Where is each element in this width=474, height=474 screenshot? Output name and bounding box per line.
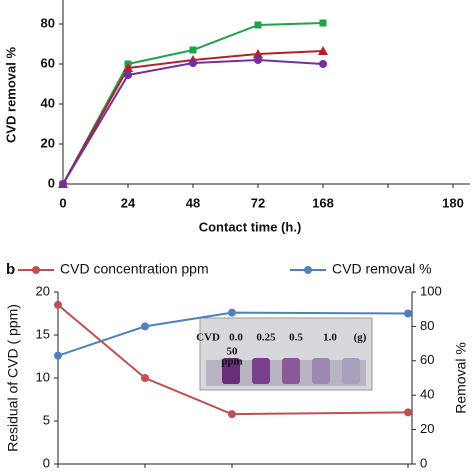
legend-label: CVD concentration ppm	[60, 261, 209, 277]
y-axis-title: CVD removal %	[3, 47, 18, 144]
y-tick-label: 60	[41, 55, 55, 70]
inset-label: ppm	[221, 356, 242, 368]
y-tick-label: 80	[41, 15, 55, 30]
marker	[189, 59, 197, 67]
marker	[124, 71, 132, 79]
y-tick-label: 20	[36, 283, 50, 298]
x-tick-label: 168	[312, 195, 334, 210]
marker	[253, 49, 263, 58]
marker	[54, 351, 62, 360]
panel-label: b	[6, 261, 15, 278]
inset-label: (g)	[354, 332, 367, 344]
marker	[228, 410, 236, 419]
marker	[319, 19, 327, 27]
x-tick-label: 72	[251, 195, 265, 210]
y2-tick-label: 40	[420, 387, 434, 402]
inset-label: 0.5	[289, 332, 303, 344]
marker	[141, 374, 149, 382]
x-tick-label: 48	[186, 195, 200, 210]
inset-label: 0.25	[256, 332, 276, 344]
marker	[123, 63, 133, 72]
inset-label: 1.0	[323, 332, 337, 344]
inset-label: CVD	[196, 332, 220, 344]
y-axis-title: Residual of CVD ( ppm)	[5, 304, 21, 452]
marker	[404, 408, 412, 417]
series-line	[62, 58, 324, 185]
y2-tick-label: 100	[420, 283, 442, 298]
y2-tick-label: 20	[420, 421, 434, 436]
y-tick-label: 10	[36, 369, 50, 384]
y2-tick-label: 0	[420, 455, 427, 470]
y2-tick-label: 60	[420, 352, 434, 367]
x-tick-label: 0	[59, 195, 66, 210]
marker	[254, 21, 262, 29]
marker	[59, 180, 67, 188]
marker	[254, 56, 262, 64]
marker	[141, 322, 149, 331]
y-tick-label: 0	[43, 455, 50, 470]
marker	[189, 46, 197, 54]
marker	[54, 300, 62, 309]
y-tick-label: 15	[36, 326, 50, 341]
legend-marker	[32, 266, 40, 274]
marker	[319, 60, 327, 68]
y-tick-label: 40	[41, 95, 55, 110]
inset-label: 0.0	[229, 332, 243, 344]
inset-label: 50	[227, 346, 239, 358]
y-tick-label: 5	[43, 412, 50, 427]
marker	[228, 308, 236, 317]
x-axis-title: Contact time (h.)	[199, 219, 302, 234]
y-tick-label: 0	[48, 175, 55, 190]
inset-photo	[199, 317, 373, 391]
series-line	[57, 311, 409, 357]
marker	[318, 46, 328, 55]
marker	[404, 309, 412, 318]
x-tick-label: 24	[121, 195, 136, 210]
legend-label: CVD removal %	[332, 261, 432, 277]
y-tick-label: 20	[41, 135, 55, 150]
x-tick-label: 180	[442, 195, 464, 210]
y2-axis-title: Removal %	[453, 342, 469, 414]
legend-marker	[304, 266, 312, 274]
y2-tick-label: 80	[420, 318, 434, 333]
